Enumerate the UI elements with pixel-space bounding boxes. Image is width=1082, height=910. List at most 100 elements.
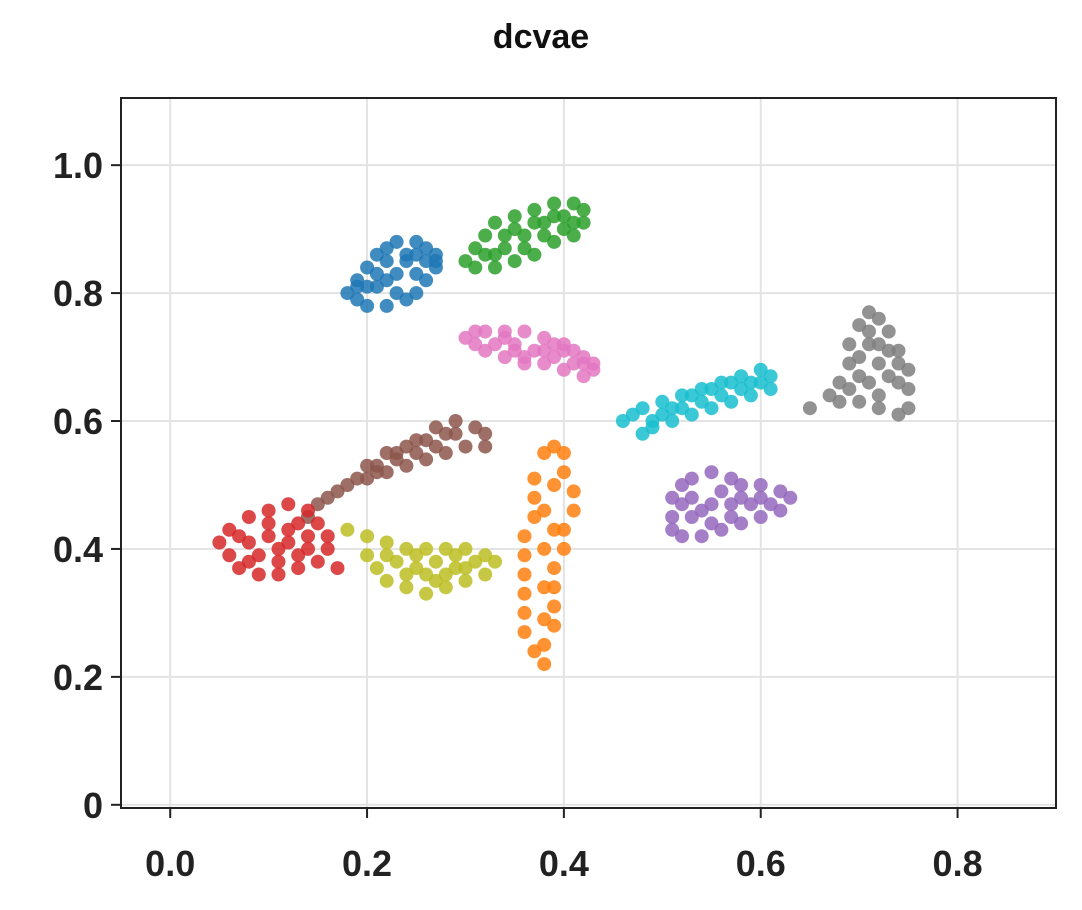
scatter-point: [753, 478, 768, 492]
scatter-point: [399, 567, 414, 582]
scatter-point: [517, 548, 532, 563]
scatter-point: [566, 484, 581, 499]
scatter-point: [665, 401, 680, 416]
scatter-point: [714, 375, 729, 390]
scatter-point: [556, 465, 571, 480]
scatter-point: [379, 535, 394, 550]
cluster-5: [340, 522, 502, 601]
scatter-point: [684, 471, 699, 486]
scatter-point: [527, 215, 542, 230]
cluster-9: [802, 305, 916, 422]
scatter-point: [704, 382, 719, 396]
cluster-0: [340, 234, 443, 313]
scatter-point: [537, 228, 552, 243]
x-tick-label: 0.0: [145, 843, 195, 884]
x-tick-label: 0.8: [933, 843, 983, 884]
scatter-point: [537, 503, 552, 518]
scatter-point: [547, 561, 562, 576]
scatter-point: [537, 356, 552, 371]
scatter-point: [271, 554, 286, 569]
scatter-point: [547, 580, 562, 595]
scatter-point: [350, 292, 365, 307]
scatter-point: [517, 324, 532, 339]
scatter-point: [694, 503, 709, 518]
scatter-point: [389, 554, 404, 569]
scatter-point: [862, 324, 876, 339]
scatter-point: [714, 388, 729, 403]
grid-layer: [121, 98, 1056, 808]
scatter-point: [763, 369, 778, 384]
scatter-point: [734, 516, 749, 531]
scatter-point: [635, 426, 650, 441]
scatter-point: [409, 548, 424, 563]
scatter-point: [734, 490, 749, 505]
scatter-point: [675, 529, 689, 544]
scatter-point: [675, 401, 689, 416]
scatter-point: [399, 541, 414, 556]
scatter-point: [409, 266, 424, 281]
scatter-point: [389, 266, 404, 281]
scatter-point: [517, 586, 532, 601]
scatter-point: [881, 343, 896, 358]
scatter-point: [458, 561, 473, 576]
scatter-point: [379, 446, 394, 460]
scatter-point: [281, 522, 296, 537]
scatter-point: [537, 446, 552, 460]
scatter-point: [665, 414, 680, 428]
scatter-point: [527, 490, 542, 505]
scatter-point: [704, 465, 719, 480]
scatter-point: [576, 215, 591, 230]
scatter-point: [694, 382, 709, 396]
scatter-point: [684, 388, 699, 403]
scatter-point: [901, 401, 916, 416]
scatter-point: [379, 241, 394, 256]
scatter-point: [379, 465, 394, 480]
scatter-point: [488, 554, 502, 569]
scatter-point: [704, 516, 719, 531]
scatter-point: [488, 247, 502, 262]
scatter-point: [468, 241, 483, 256]
scatter-point: [517, 241, 532, 256]
scatter-point: [448, 426, 463, 441]
scatter-point: [714, 522, 729, 537]
scatter-point: [547, 209, 562, 224]
scatter-point: [399, 439, 414, 454]
scatter-point: [891, 356, 906, 371]
scatter-point: [891, 375, 906, 390]
scatter-point: [852, 369, 867, 384]
scatter-point: [399, 247, 414, 262]
scatter-point: [537, 215, 552, 230]
cluster-1: [458, 196, 591, 275]
scatter-point: [281, 497, 296, 512]
scatter-point: [556, 446, 571, 460]
scatter-point: [517, 567, 532, 582]
scatter-point: [802, 401, 817, 416]
scatter-point: [527, 343, 542, 358]
scatter-point: [891, 343, 906, 358]
scatter-point: [497, 228, 512, 243]
scatter-point: [547, 234, 562, 249]
scatter-point: [871, 388, 886, 403]
scatter-point: [852, 394, 867, 409]
scatter-point: [438, 446, 453, 460]
scatter-point: [488, 260, 502, 275]
y-tick-label: 0: [83, 785, 103, 826]
scatter-point: [301, 503, 315, 518]
scatter-point: [517, 350, 532, 365]
scatter-point: [724, 497, 739, 512]
scatter-point: [478, 439, 493, 454]
scatter-point: [527, 471, 542, 486]
scatter-point: [871, 356, 886, 371]
scatter-point: [537, 541, 552, 556]
scatter-point: [468, 337, 483, 352]
scatter-point: [478, 228, 493, 243]
scatter-point: [871, 401, 886, 416]
scatter-point: [556, 522, 571, 537]
scatter-point: [615, 414, 630, 428]
scatter-point: [753, 362, 768, 377]
scatter-point: [369, 465, 384, 480]
scatter-point: [261, 529, 276, 544]
scatter-point: [497, 330, 512, 345]
scatter-point: [478, 247, 493, 262]
